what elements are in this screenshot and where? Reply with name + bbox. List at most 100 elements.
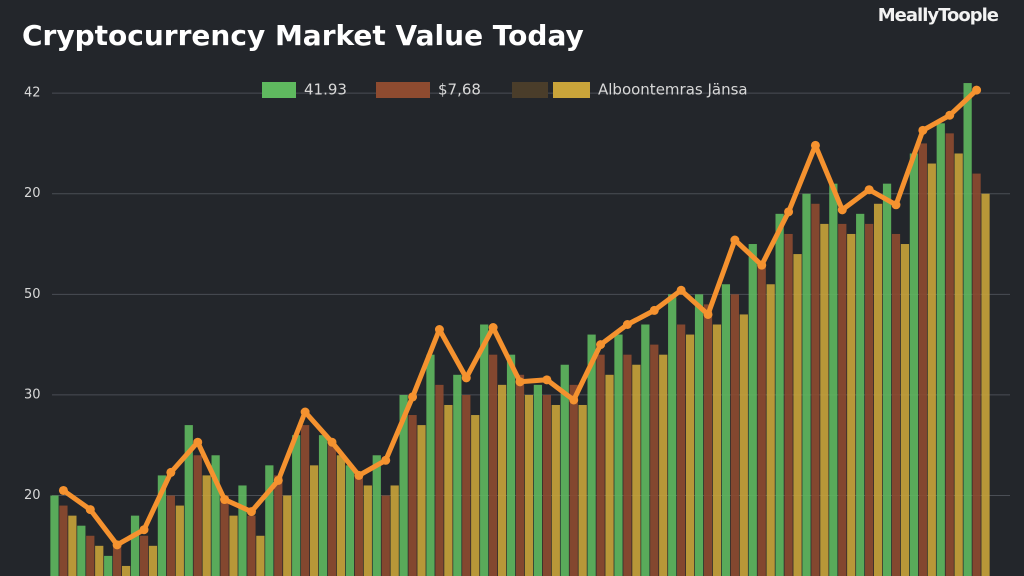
bar xyxy=(587,334,596,576)
bar xyxy=(265,465,274,576)
bar xyxy=(954,153,963,576)
bar xyxy=(694,294,704,576)
bar xyxy=(524,394,534,576)
y-tick-label: 30 xyxy=(24,387,41,402)
bar xyxy=(139,535,149,576)
bar xyxy=(856,213,865,576)
bar xyxy=(972,173,981,576)
bar xyxy=(417,425,426,576)
bar xyxy=(309,465,319,576)
line-marker xyxy=(703,309,713,319)
bar xyxy=(506,354,516,576)
bar xyxy=(659,354,668,576)
bar xyxy=(301,425,310,576)
line-marker xyxy=(784,207,794,217)
chart-title: Cryptocurrency Market Value Today xyxy=(22,19,584,52)
bar xyxy=(50,495,59,576)
line-marker xyxy=(85,505,95,515)
bar xyxy=(811,203,820,576)
bars xyxy=(50,83,990,576)
bar xyxy=(381,495,390,576)
legend-label: 41.93 xyxy=(304,81,347,99)
line-marker xyxy=(596,340,606,350)
bar xyxy=(130,515,140,576)
bar xyxy=(480,324,489,576)
bar xyxy=(739,314,748,576)
bar xyxy=(166,495,175,576)
line-marker xyxy=(676,285,686,295)
legend-decoration xyxy=(512,82,548,98)
legend-label: $7,68 xyxy=(438,81,481,99)
line-marker xyxy=(300,407,310,417)
bar xyxy=(121,565,131,576)
watermark: MeallyToople xyxy=(878,5,999,26)
bar xyxy=(632,364,641,576)
line-marker xyxy=(918,125,928,135)
line-marker xyxy=(488,323,498,333)
bar xyxy=(202,475,211,576)
bar xyxy=(274,475,283,576)
bar xyxy=(256,535,265,576)
bar xyxy=(650,344,659,576)
bar xyxy=(918,143,927,576)
line-marker xyxy=(139,525,149,535)
bar xyxy=(775,213,784,576)
bar xyxy=(802,193,811,576)
bar xyxy=(211,455,220,576)
line-marker xyxy=(945,110,955,120)
legend-swatch xyxy=(553,82,590,98)
bar xyxy=(748,244,757,576)
bar xyxy=(489,354,498,576)
bar xyxy=(533,384,543,576)
bar xyxy=(363,485,372,576)
bar xyxy=(318,435,328,576)
bar xyxy=(605,374,614,576)
bar xyxy=(847,233,856,576)
legend-swatch xyxy=(262,82,296,98)
bar xyxy=(238,485,247,576)
bar xyxy=(113,545,122,576)
line-marker xyxy=(354,470,364,480)
line-marker xyxy=(461,373,471,383)
line-marker xyxy=(972,85,982,95)
legend: 41.93 $7,68 Alboontemras Jänsa xyxy=(262,81,748,99)
bar xyxy=(551,404,560,576)
bar xyxy=(766,284,775,576)
bar xyxy=(730,294,739,576)
bar xyxy=(641,324,650,576)
line-marker xyxy=(622,320,632,329)
bar xyxy=(515,374,525,576)
line-marker xyxy=(891,200,901,210)
line-marker xyxy=(730,235,740,245)
line-marker xyxy=(193,437,203,447)
y-tick-label: 42 xyxy=(24,86,41,101)
bar xyxy=(104,555,113,576)
bar xyxy=(909,153,919,576)
bar xyxy=(623,354,632,576)
line-marker xyxy=(864,185,874,195)
legend-swatch xyxy=(376,82,430,98)
bar xyxy=(327,445,337,576)
bar xyxy=(68,515,77,576)
bar xyxy=(569,384,578,576)
bar xyxy=(372,455,381,576)
line-marker xyxy=(434,325,444,335)
bar xyxy=(345,465,355,576)
bar xyxy=(426,354,435,576)
bar xyxy=(399,394,408,576)
bar xyxy=(829,183,838,576)
bar xyxy=(891,233,901,576)
bar xyxy=(596,354,605,576)
line-marker xyxy=(757,260,767,270)
line-marker xyxy=(220,495,230,505)
bar xyxy=(784,233,793,576)
bar xyxy=(471,415,480,576)
bar xyxy=(614,334,623,576)
bar xyxy=(542,394,551,576)
bar xyxy=(945,133,954,576)
bar xyxy=(963,83,972,576)
bar xyxy=(838,223,847,576)
bar xyxy=(444,404,453,576)
bar xyxy=(578,404,587,576)
bar xyxy=(685,334,695,576)
